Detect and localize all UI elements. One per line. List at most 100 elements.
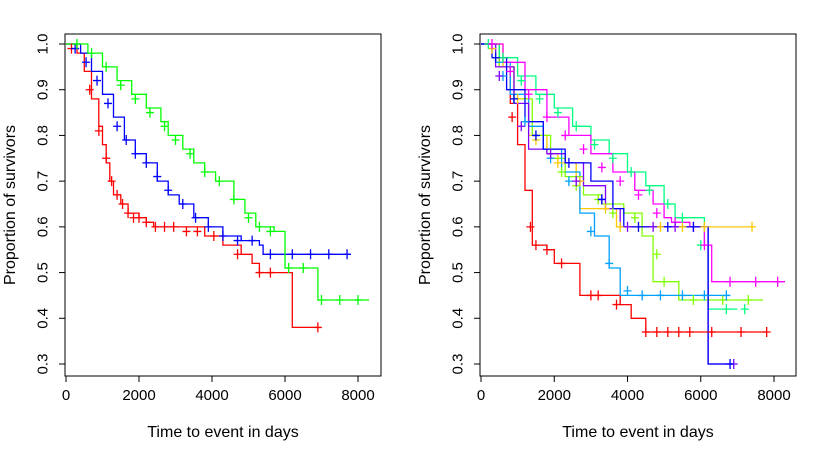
censor-mark-green [72, 39, 81, 49]
censor-mark-red [594, 290, 603, 301]
x-tick-label: 4000 [611, 387, 644, 404]
censor-mark-magenta [726, 276, 735, 287]
censor-mark-spring-green [740, 304, 749, 315]
survival-curve-blue [66, 43, 351, 255]
x-tick-label: 0 [477, 387, 485, 404]
censor-mark-deep-sky-blue [700, 290, 709, 301]
censor-mark-yellow-green [718, 295, 727, 305]
y-tick-label: 0.4 [450, 308, 467, 329]
censor-mark-blue [93, 75, 102, 86]
censor-mark-blue [509, 93, 518, 104]
censor-mark-orange [700, 221, 709, 232]
censor-mark-blue [288, 249, 297, 260]
censor-mark-yellow-green [630, 212, 639, 223]
censor-mark-orange [678, 221, 687, 232]
censor-mark-green [244, 212, 253, 223]
censor-mark-deep-sky-blue [605, 258, 614, 269]
y-tick-label: 0.5 [450, 262, 467, 283]
censor-mark-red [737, 327, 746, 337]
censor-mark-blue [82, 57, 91, 68]
censor-mark-spring-green [663, 199, 672, 209]
survival-curve-deep-sky-blue [481, 43, 730, 297]
censor-mark-blue [71, 43, 80, 54]
plot-frame [479, 33, 797, 377]
y-tick-label: 0.7 [35, 171, 52, 192]
censor-mark-purple [495, 71, 504, 81]
censor-mark-red [586, 290, 595, 301]
censor-mark-magenta [524, 89, 533, 100]
censor-mark-blue [324, 249, 333, 260]
censor-mark-red [124, 208, 133, 219]
censor-mark-magenta [652, 208, 661, 219]
censor-mark-deep-sky-blue [656, 290, 665, 301]
x-axis-title: Time to event in days [147, 424, 298, 441]
censor-mark-red [508, 112, 517, 123]
censor-mark-red [652, 327, 661, 337]
censor-mark-red [209, 231, 218, 241]
censor-mark-blue [343, 249, 352, 260]
censor-mark-green [354, 295, 362, 305]
chart-panel-1: 0 2000 4000 6000 8000 0.3 0.4 0.5 0.6 0.7 0.8 0.9 1.… [2, 33, 382, 441]
y-tick-label: 0.3 [450, 354, 467, 375]
censor-mark-yellow-green [557, 167, 566, 177]
censor-mark-green [145, 107, 154, 118]
censor-mark-red [102, 153, 111, 164]
censor-mark-green [266, 226, 275, 237]
x-tick-label: 6000 [684, 387, 717, 404]
censor-mark-deep-sky-blue [586, 226, 595, 237]
censor-mark-yellow-green [608, 208, 617, 219]
censor-mark-spring-green [608, 153, 617, 164]
censor-mark-red [557, 258, 566, 269]
censor-mark-purple [546, 148, 555, 159]
censor-mark-magenta [634, 189, 643, 200]
censor-mark-blue [142, 157, 151, 168]
y-tick-label: 0.3 [35, 354, 52, 375]
censor-mark-red [85, 84, 94, 95]
censor-mark-green [299, 263, 308, 273]
axes: 0 2000 4000 6000 8000 0.3 0.4 0.5 0.6 0.7 0.8 0.9 1.… [35, 34, 375, 404]
censor-mark-red [266, 267, 275, 278]
survival-curve-magenta [481, 43, 785, 283]
survival-curve-orange [481, 43, 756, 228]
censor-mark-green [215, 176, 224, 187]
censor-mark-blue [248, 235, 257, 246]
censor-mark-magenta [700, 240, 709, 251]
censor-mark-purple [649, 221, 658, 232]
censor-mark-orange [656, 221, 665, 232]
censor-mark-magenta [751, 276, 760, 287]
censor-mark-green [160, 121, 169, 132]
censor-mark-red [160, 221, 169, 232]
censor-mark-blue [597, 194, 606, 205]
censor-mark-green [171, 135, 180, 145]
y-tick-label: 0.6 [35, 216, 52, 237]
censor-mark-orange [553, 157, 562, 168]
censor-mark-purple [671, 221, 680, 232]
x-tick-label: 0 [62, 387, 70, 404]
censor-mark-spring-green [645, 185, 654, 196]
censor-mark-red [182, 226, 191, 237]
y-tick-label: 0.8 [35, 125, 52, 146]
censor-mark-blue [233, 235, 242, 246]
x-tick-label: 8000 [341, 387, 374, 404]
censor-mark-spring-green [517, 75, 526, 86]
censor-mark-deep-sky-blue [564, 176, 573, 187]
censor-mark-blue [266, 249, 275, 260]
censor-mark-red [674, 327, 683, 337]
series-lines [481, 43, 785, 365]
censor-mark-green [87, 48, 96, 59]
censor-mark-blue [491, 52, 500, 63]
censor-mark-purple [623, 221, 632, 232]
censor-mark-purple [572, 176, 581, 187]
censor-mark-blue [689, 221, 698, 232]
censor-mark-red [193, 226, 202, 237]
censor-mark-blue [103, 98, 112, 109]
censor-mark-magenta [561, 130, 570, 141]
censor-mark-red [255, 267, 264, 278]
censor-mark-spring-green [553, 107, 562, 118]
y-tick-label: 1.0 [450, 34, 467, 55]
axes: 0 2000 4000 6000 8000 0.3 0.4 0.5 0.6 0.7 0.8 0.9 1.… [450, 34, 791, 404]
censor-mark-red [531, 240, 540, 251]
censor-mark-yellow-green [744, 295, 753, 305]
